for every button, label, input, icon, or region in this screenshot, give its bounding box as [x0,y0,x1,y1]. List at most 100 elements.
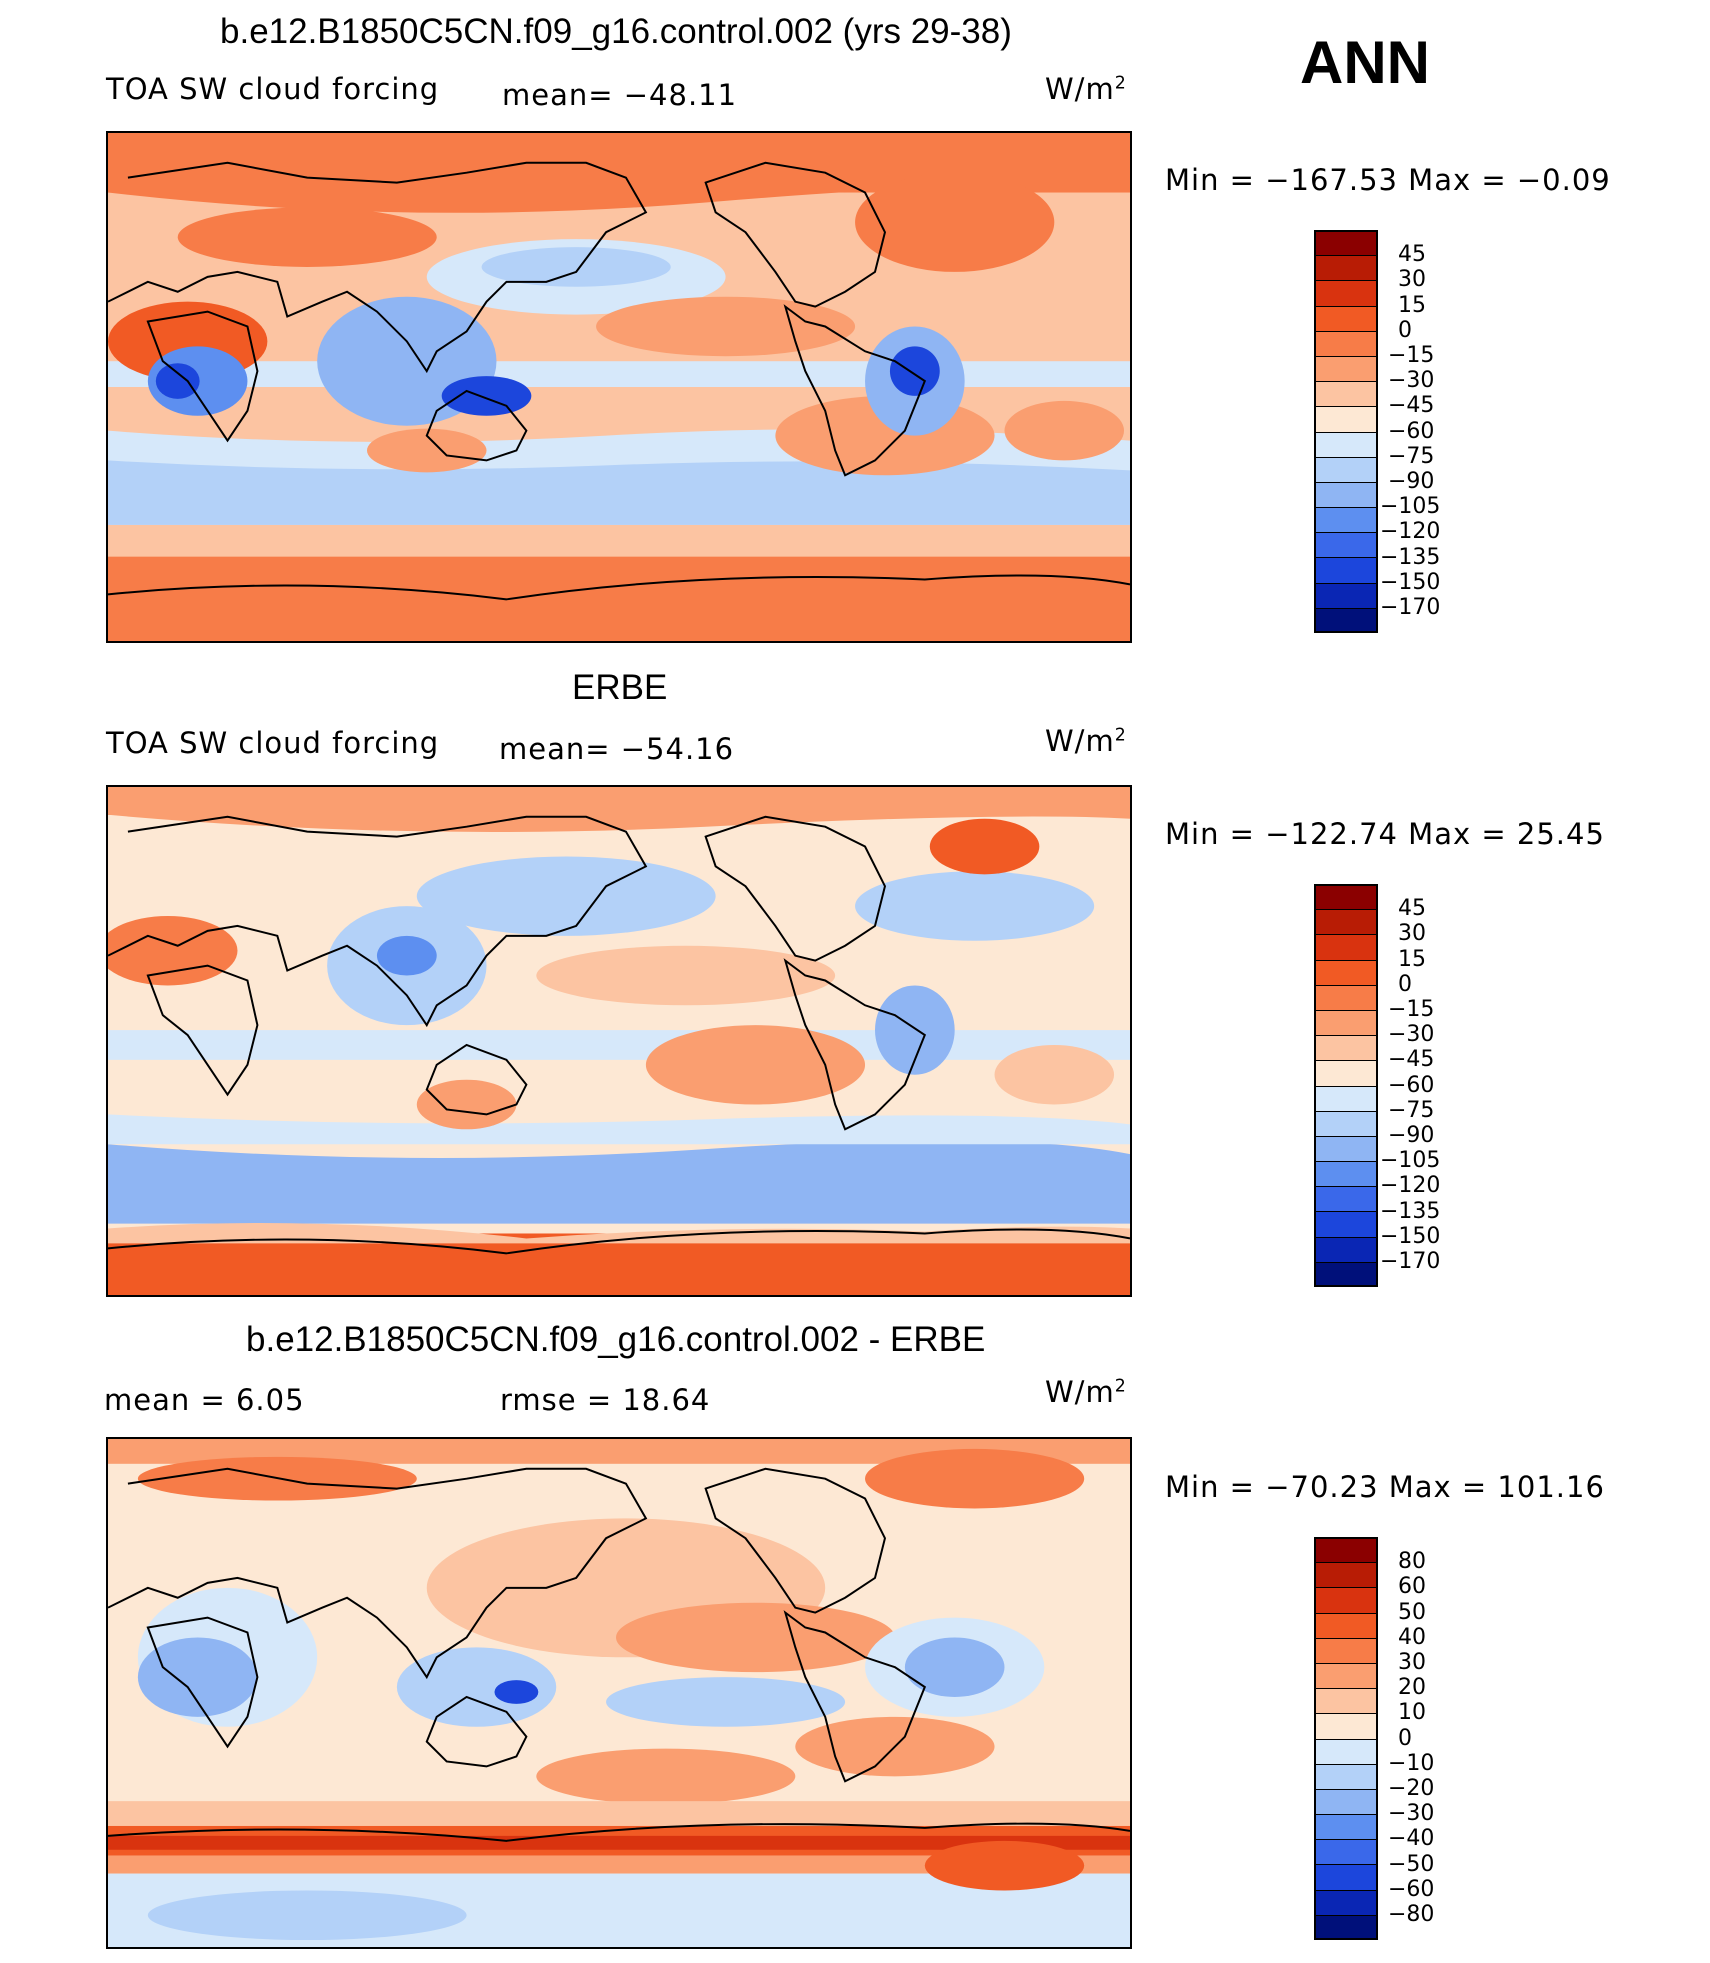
panel1-colorbar-swatch [1314,406,1378,432]
panel3-colorbar-tick-label: 10 [1398,1700,1426,1726]
panel2-map [106,785,1132,1297]
panel3-colorbar-swatch [1314,1738,1378,1764]
panel2-colorbar-swatch [1314,959,1378,985]
panel2-mean: mean= −54.16 [499,732,735,766]
panel2-colorbar-tick-label: −75 [1388,1097,1435,1123]
panel2-colorbar-tick-label: −170 [1380,1249,1441,1274]
panel2-colorbar-swatch [1314,1236,1378,1262]
panel1-colorbar-swatch [1314,481,1378,508]
panel2-colorbar-tick-label: −120 [1380,1173,1441,1199]
panel3-colorbar-swatch [1314,1864,1378,1890]
panel3-colorbar-tick-label: −40 [1388,1826,1435,1852]
panel2-colorbar-swatch [1314,1110,1378,1136]
panel1-colorbar-swatch [1314,557,1378,583]
panel2-colorbar-tick-label: 0 [1398,971,1412,997]
panel1-minmax: Min = −167.53 Max = −0.09 [1165,163,1611,197]
panel3-colorbar-swatch [1314,1637,1378,1663]
panel3-colorbar-tick-label: 80 [1398,1549,1426,1575]
panel1-colorbar-tick-label: −105 [1380,494,1441,520]
panel3-colorbar-tick-label: −10 [1388,1750,1435,1776]
panel3-colorbar-swatch [1314,1788,1378,1815]
panel1-colorbar-swatch [1314,431,1378,457]
panel3-colorbar-swatch [1314,1537,1378,1563]
panel1-map-svg [108,133,1130,641]
panel1-colorbar-swatch [1314,355,1378,382]
panel1-colorbar-tick-label: −15 [1388,343,1435,368]
panel1-colorbar-tick-label: −75 [1388,443,1435,469]
panel3-colorbar-tick-label: −20 [1388,1776,1435,1801]
panel1-colorbar-swatch [1314,456,1378,482]
panel2-colorbar-tick-label: −135 [1380,1198,1441,1224]
panel3-colorbar-tick-label: 40 [1398,1624,1426,1650]
panel3-title: b.e12.B1850C5CN.f09_g16.control.002 - ER… [246,1320,986,1359]
panel3-colorbar-swatch [1314,1889,1378,1915]
panel2-colorbar-swatch [1314,1085,1378,1111]
panel1-colorbar-tick-label: −90 [1388,469,1435,494]
panel3-colorbar [1314,1537,1378,1940]
panel1-colorbar [1314,230,1378,633]
panel3-colorbar-tick-label: 60 [1398,1574,1426,1600]
panel1-colorbar-tick-label: −135 [1380,544,1441,570]
panel2-colorbar-tick-label: −60 [1388,1072,1435,1098]
panel3-colorbar-tick-label: 50 [1398,1599,1426,1625]
panel1-colorbar-tick-label: −45 [1388,393,1435,419]
panel2-colorbar-swatch [1314,1161,1378,1187]
season-label: ANN [1300,29,1430,96]
panel3-minmax: Min = −70.23 Max = 101.16 [1165,1470,1605,1504]
panel2-colorbar-swatch [1314,934,1378,960]
panel1-colorbar-tick-label: −120 [1380,519,1441,545]
panel1-colorbar-swatch [1314,280,1378,306]
panel3-colorbar-swatch [1314,1763,1378,1789]
panel1-colorbar-swatch [1314,381,1378,407]
panel2-colorbar [1314,884,1378,1287]
panel2-colorbar-tick-label: −105 [1380,1148,1441,1174]
panel2-units: W/m2 [1045,724,1127,758]
panel2-colorbar-swatch [1314,1186,1378,1212]
panel2-minmax: Min = −122.74 Max = 25.45 [1165,817,1605,851]
panel1-colorbar-swatch [1314,255,1378,281]
panel1-colorbar-tick-label: −60 [1388,418,1435,444]
panel3-map-svg [108,1439,1130,1947]
panel2-colorbar-swatch [1314,1009,1378,1036]
panel2-colorbar-tick-label: −15 [1388,997,1435,1022]
panel3-colorbar-tick-label: −80 [1388,1902,1435,1927]
panel2-colorbar-swatch [1314,909,1378,935]
panel3-colorbar-swatch [1314,1587,1378,1613]
panel2-colorbar-swatch [1314,1035,1378,1061]
panel3-rmse: rmse = 18.64 [500,1383,711,1417]
panel2-colorbar-tick-label: −45 [1388,1047,1435,1073]
panel2-colorbar-tick-label: −150 [1380,1223,1441,1249]
panel3-colorbar-tick-label: −60 [1388,1876,1435,1902]
panel3-map [106,1437,1132,1949]
panel1-colorbar-swatch [1314,230,1378,256]
panel1-colorbar-swatch [1314,532,1378,558]
panel1-colorbar-swatch [1314,305,1378,331]
panel1-colorbar-tick-label: 45 [1398,242,1426,268]
panel1-colorbar-tick-label: 0 [1398,317,1412,343]
panel3-colorbar-swatch [1314,1688,1378,1714]
panel3-mean: mean = 6.05 [104,1383,305,1417]
panel2-colorbar-swatch [1314,984,1378,1010]
panel1-colorbar-swatch [1314,582,1378,608]
panel3-colorbar-tick-label: 20 [1398,1675,1426,1701]
panel3-colorbar-tick-label: −30 [1388,1801,1435,1827]
panel2-map-svg [108,787,1130,1295]
panel1-colorbar-tick-label: 30 [1398,267,1426,293]
panel3-colorbar-swatch [1314,1562,1378,1588]
panel1-colorbar-swatch [1314,607,1378,633]
panel3-colorbar-swatch [1314,1713,1378,1739]
panel1-colorbar-swatch [1314,507,1378,533]
panel3-colorbar-swatch [1314,1814,1378,1840]
panel2-colorbar-tick-label: −90 [1388,1123,1435,1148]
panel3-colorbar-swatch [1314,1839,1378,1865]
panel2-colorbar-swatch [1314,1211,1378,1237]
panel1-units: W/m2 [1045,72,1127,106]
panel3-colorbar-swatch [1314,1662,1378,1689]
panel2-colorbar-swatch [1314,1135,1378,1162]
panel2-colorbar-tick-label: 30 [1398,921,1426,947]
panel1-colorbar-tick-label: −30 [1388,368,1435,394]
panel1-mean: mean= −48.11 [502,78,738,112]
panel3-colorbar-tick-label: 30 [1398,1650,1426,1675]
panel2-colorbar-tick-label: 45 [1398,896,1426,922]
panel2-colorbar-swatch [1314,1060,1378,1086]
